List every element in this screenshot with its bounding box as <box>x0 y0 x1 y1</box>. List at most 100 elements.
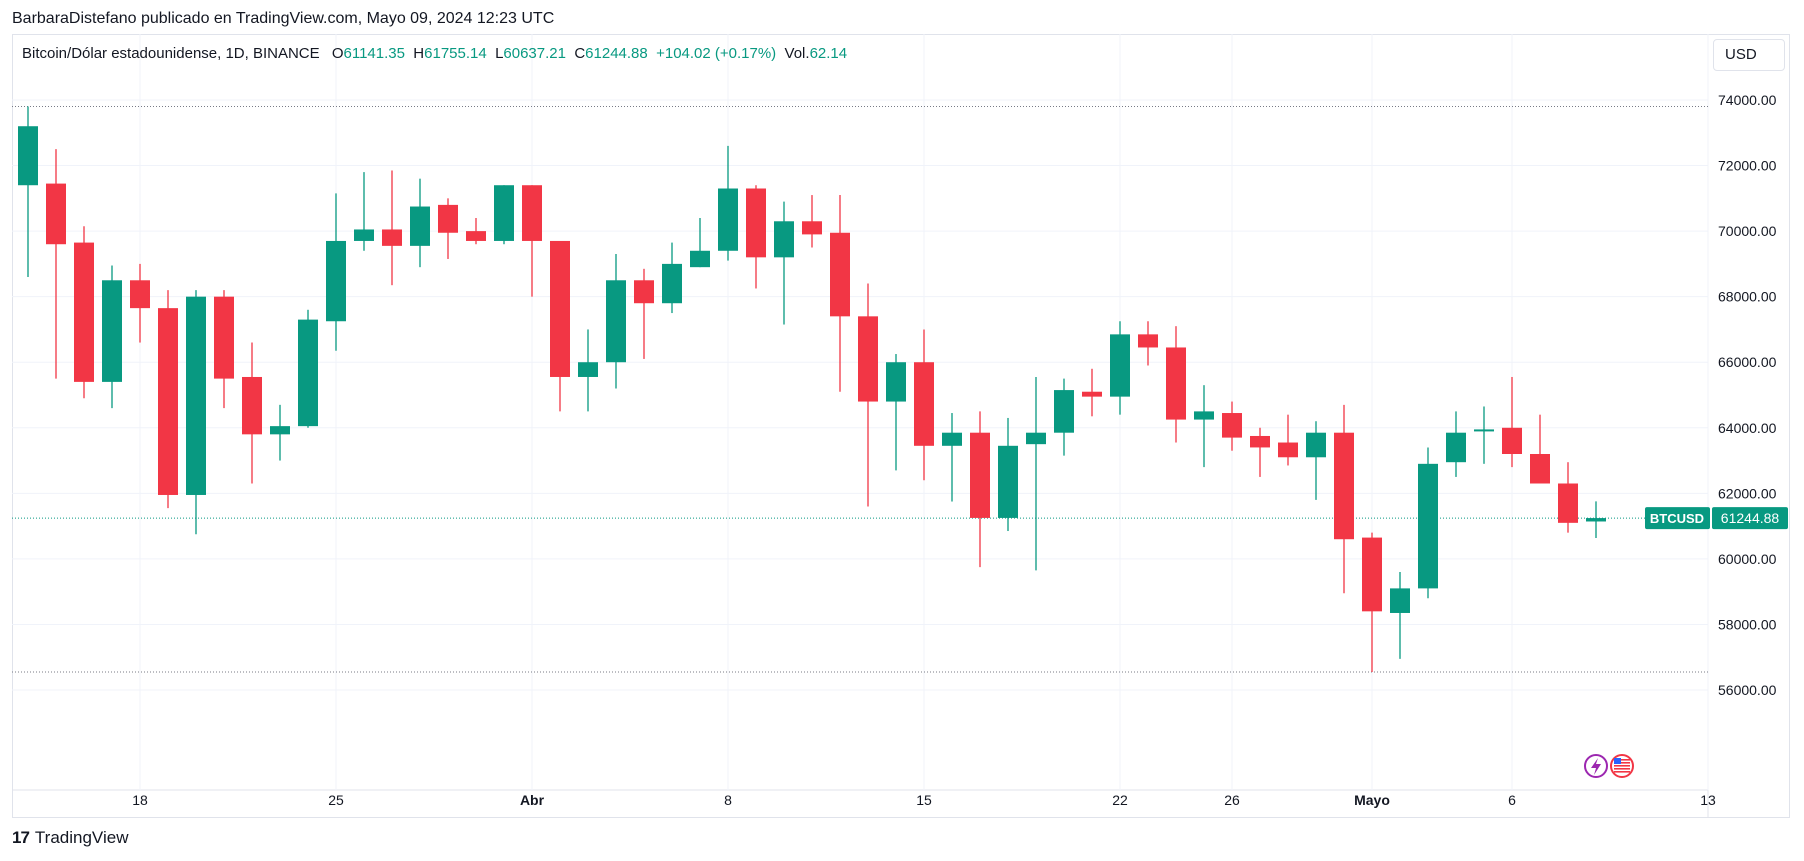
candle-body <box>1026 432 1046 445</box>
event-icons[interactable] <box>1584 754 1634 778</box>
candle-body <box>1194 411 1214 420</box>
candle-body <box>550 240 570 377</box>
candle <box>130 263 150 343</box>
candle <box>326 193 346 351</box>
candle-body <box>886 362 906 402</box>
candle <box>662 242 682 314</box>
candle-body <box>130 280 150 309</box>
time-tick-label: 26 <box>1224 792 1240 808</box>
time-tick-label: 25 <box>328 792 344 808</box>
candle <box>1558 462 1578 533</box>
candle-body <box>1502 427 1522 454</box>
time-tick-label: 8 <box>724 792 732 808</box>
candle-body <box>690 250 710 268</box>
candle <box>214 290 234 409</box>
tradingview-logo-icon: 17 <box>12 828 30 847</box>
candle-body <box>1306 432 1326 458</box>
candle-body <box>774 221 794 258</box>
candle <box>410 178 430 268</box>
low-label: L <box>495 45 504 62</box>
candle <box>1446 411 1466 477</box>
candle <box>102 265 122 409</box>
candle <box>382 170 402 286</box>
candle <box>886 354 906 471</box>
time-axis[interactable]: 18 25 Abr 8 15 22 26 Mayo 6 13 <box>132 792 1716 808</box>
symbol-title[interactable]: Bitcoin/Dólar estadounidense, 1D, BINANC… <box>22 45 320 62</box>
candle <box>494 185 514 245</box>
volume-label: Vol. <box>784 45 810 62</box>
high-label: H <box>413 45 425 62</box>
price-tick-label: 60000.00 <box>1718 551 1777 567</box>
candle <box>1026 376 1046 571</box>
footer-branding: 17 TradingView <box>12 828 128 848</box>
candle-body <box>354 229 374 241</box>
open-value: 61141.35 <box>343 45 405 62</box>
low-value: 60637.21 <box>503 45 566 62</box>
candle <box>914 329 934 481</box>
candle-body <box>606 280 626 363</box>
publication-header: BarbaraDistefano publicado en TradingVie… <box>12 10 555 27</box>
candle <box>1278 414 1298 466</box>
time-tick-label: Mayo <box>1354 792 1390 808</box>
candle-body <box>662 263 682 304</box>
candle <box>1586 501 1606 539</box>
candle-body <box>1418 463 1438 589</box>
candle-body <box>494 185 514 241</box>
price-tick-label: 74000.00 <box>1718 92 1777 108</box>
close-value: 61244.88 <box>585 45 648 62</box>
candle-body <box>1334 432 1354 540</box>
candle <box>466 218 486 245</box>
candle-body <box>382 229 402 246</box>
candle <box>1390 572 1410 659</box>
price-tick-label: 64000.00 <box>1718 420 1777 436</box>
candle <box>74 226 94 399</box>
close-label: C <box>574 45 586 62</box>
time-tick-label: 18 <box>132 792 148 808</box>
candle <box>242 342 262 484</box>
candle <box>1474 406 1494 464</box>
candle-body <box>970 432 990 518</box>
candle-body <box>74 242 94 382</box>
candle <box>1362 532 1382 672</box>
time-tick-label: 6 <box>1508 792 1516 808</box>
ticker-tag-bg <box>1645 507 1710 530</box>
candle-body <box>746 188 766 258</box>
flag-stripe <box>1614 768 1630 770</box>
us-flag-event-icon <box>1610 754 1634 778</box>
candle-body <box>186 296 206 495</box>
candle-body <box>1054 390 1074 433</box>
candle-body <box>1586 518 1606 522</box>
candle-body <box>1362 537 1382 612</box>
candle-body <box>1166 347 1186 420</box>
candle <box>1082 368 1102 417</box>
candle <box>802 195 822 248</box>
candle <box>1110 321 1130 415</box>
currency-button[interactable]: USD <box>1713 39 1785 71</box>
candle-body <box>858 316 878 402</box>
candle <box>438 198 458 259</box>
candle-body <box>18 126 38 186</box>
candle <box>578 329 598 412</box>
candle-body <box>1110 334 1130 397</box>
candle <box>1530 414 1550 484</box>
time-tick-label: 13 <box>1700 792 1716 808</box>
candle-body <box>270 426 290 435</box>
candle <box>270 404 290 461</box>
flag-stripe <box>1614 762 1630 764</box>
candle <box>774 201 794 325</box>
price-tick-label: 70000.00 <box>1718 223 1777 239</box>
price-tick-label: 62000.00 <box>1718 485 1777 501</box>
price-axis[interactable]: 74000.00 72000.00 70000.00 68000.00 66000.00… <box>1718 92 1777 698</box>
candle-body <box>830 232 850 317</box>
candle <box>1222 401 1242 451</box>
candle-body <box>1530 454 1550 484</box>
candle <box>830 195 850 392</box>
candle <box>298 309 318 428</box>
candle-body <box>942 432 962 446</box>
candle-body <box>634 280 654 304</box>
candle-body <box>158 308 178 495</box>
candle-body <box>914 362 934 446</box>
candle <box>1166 326 1186 443</box>
candle-body <box>802 221 822 235</box>
